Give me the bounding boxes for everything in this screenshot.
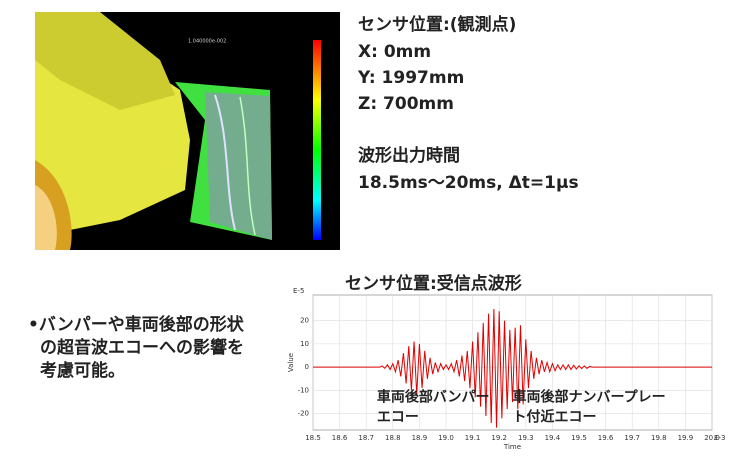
x-tick-label: 19.7 bbox=[624, 434, 640, 442]
x-exponent: E-3 bbox=[714, 434, 725, 442]
annotation: ト付近エコー bbox=[513, 408, 597, 425]
x-tick-label: 18.9 bbox=[412, 434, 428, 442]
annotation: 車両後部ナンバープレー bbox=[513, 388, 666, 405]
sensor-z: Z: 700mm bbox=[358, 94, 454, 114]
simulation-image: 1.040000e-002 bbox=[35, 12, 340, 250]
x-axis-label: Time bbox=[503, 443, 521, 451]
waveform-line bbox=[313, 308, 712, 428]
annotation: 車両後部バンパー bbox=[377, 388, 490, 405]
output-time-heading: 波形出力時間 bbox=[358, 145, 460, 166]
y-tick-label: -10 bbox=[298, 386, 309, 394]
y-exponent: E-5 bbox=[293, 287, 304, 295]
y-tick-label: -20 bbox=[298, 410, 309, 418]
x-tick-label: 19.6 bbox=[598, 434, 614, 442]
x-tick-label: 18.7 bbox=[358, 434, 374, 442]
chart-title: センサ位置:受信点波形 bbox=[345, 273, 522, 294]
x-tick-label: 19.9 bbox=[678, 434, 694, 442]
y-axis-label: Value bbox=[287, 353, 295, 372]
sensor-heading: センサ位置:(観測点) bbox=[358, 14, 516, 35]
note-line: 考慮可能。 bbox=[39, 360, 125, 381]
note-line: •バンパーや車両後部の形状 bbox=[28, 314, 245, 335]
x-tick-label: 18.8 bbox=[385, 434, 401, 442]
x-tick-label: 18.5 bbox=[305, 434, 321, 442]
x-tick-label: 20.0 bbox=[704, 434, 720, 442]
plot-area bbox=[312, 294, 713, 431]
svg-text:1.040000e-002: 1.040000e-002 bbox=[188, 39, 226, 45]
x-tick-label: 19.2 bbox=[491, 434, 507, 442]
sensor-x: X: 0mm bbox=[358, 42, 431, 62]
y-tick-label: 0 bbox=[305, 363, 309, 371]
annotation: エコー bbox=[377, 409, 419, 425]
x-tick-label: 19.0 bbox=[438, 434, 454, 442]
x-tick-label: 19.4 bbox=[545, 434, 561, 442]
y-tick-label: 20 bbox=[300, 317, 309, 325]
y-tick-label: 10 bbox=[300, 340, 309, 348]
x-tick-label: 19.3 bbox=[518, 434, 534, 442]
note-line: の超音波エコーへの影響を bbox=[40, 337, 244, 358]
x-tick-label: 19.5 bbox=[571, 434, 587, 442]
sensor-y: Y: 1997mm bbox=[357, 68, 464, 88]
output-time-value: 18.5ms〜20ms, Δt=1μs bbox=[358, 173, 579, 193]
x-tick-label: 19.1 bbox=[465, 434, 481, 442]
x-tick-label: 18.6 bbox=[332, 434, 348, 442]
x-tick-label: 19.8 bbox=[651, 434, 667, 442]
